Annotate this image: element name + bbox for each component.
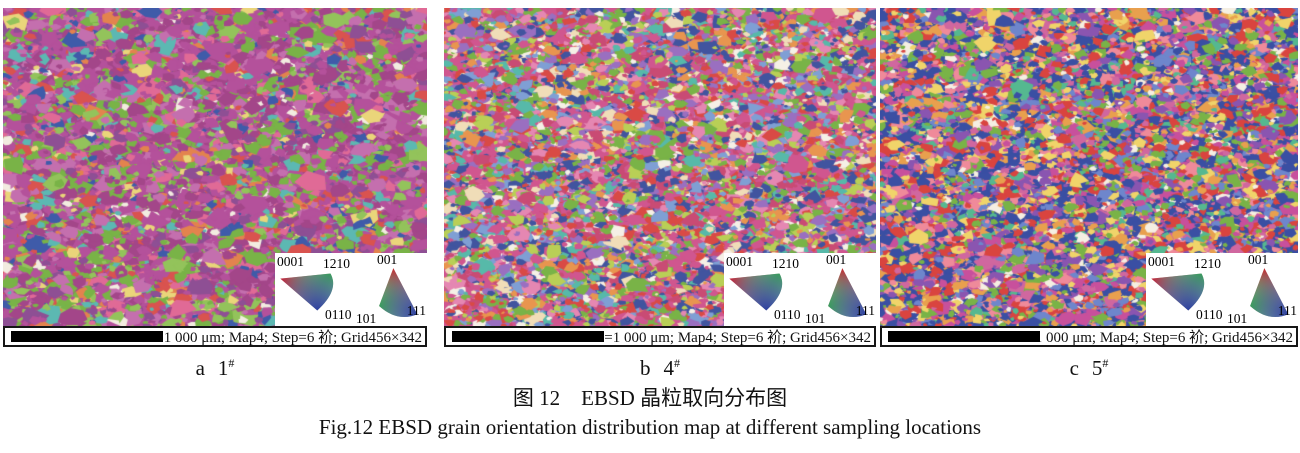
ipf-label-001: 001: [1248, 252, 1269, 267]
ipf-legend-a: 0001 1210 0110 001 101 111: [275, 253, 427, 326]
scale-bar-a: =1 000 μm; Map4; Step=6 衸; Grid456×342: [3, 326, 427, 347]
scale-bar-b: =1 000 μm; Map4; Step=6 衸; Grid456×342: [444, 326, 876, 347]
cubic-ipf-triangle-icon: [379, 268, 418, 318]
ipf-legend-c: 0001 1210 0110 001 101 111: [1146, 253, 1298, 326]
hexagonal-ipf-triangle-icon: [729, 273, 783, 311]
ipf-label-0110: 0110: [1196, 307, 1223, 322]
ipf-cubic-key: 001 101 111: [1224, 253, 1298, 326]
figure-caption: 图 12 EBSD 晶粒取向分布图 Fig.12 EBSD grain orie…: [0, 384, 1300, 442]
ipf-cubic-key: 001 101 111: [353, 253, 427, 326]
cubic-ipf-triangle-icon: [1250, 268, 1289, 318]
ipf-label-0001: 0001: [277, 254, 304, 269]
ipf-label-111: 111: [855, 303, 875, 318]
panel-label-b: b 4#: [640, 356, 680, 380]
ipf-label-0001: 0001: [1148, 254, 1175, 269]
ebsd-panel-b: 0001 1210 0110 001 101 111: [444, 8, 876, 381]
ipf-label-0001: 0001: [726, 254, 753, 269]
ipf-label-111: 111: [1277, 303, 1297, 318]
cubic-ipf-triangle-icon: [828, 268, 867, 318]
ipf-label-1210: 1210: [323, 256, 350, 271]
ipf-label-0110: 0110: [774, 307, 801, 322]
ipf-label-1210: 1210: [772, 256, 799, 271]
ipf-label-111: 111: [406, 303, 426, 318]
scale-bar-text: =1 000 μm; Map4; Step=6 衸; Grid456×342: [1026, 330, 1293, 346]
ipf-cubic-key: 001 101 111: [802, 253, 876, 326]
panel-label-a: a 1#: [195, 356, 235, 380]
grain-map-c: 0001 1210 0110 001 101 111: [880, 8, 1298, 326]
scale-bar-text: =1 000 μm; Map4; Step=6 衸; Grid456×342: [155, 330, 422, 346]
scale-bar-text: =1 000 μm; Map4; Step=6 衸; Grid456×342: [604, 330, 871, 346]
ipf-label-001: 001: [377, 252, 398, 267]
grain-map-a: 0001 1210 0110 001 101 111: [3, 8, 427, 326]
ipf-label-0110: 0110: [325, 307, 352, 322]
panel-label-c: c 5#: [1069, 356, 1109, 380]
ipf-legend-b: 0001 1210 0110 001 101 111: [724, 253, 876, 326]
hexagonal-ipf-triangle-icon: [280, 273, 334, 311]
scale-bar-rect: [888, 331, 1040, 342]
ipf-label-001: 001: [826, 252, 847, 267]
ipf-label-101: 101: [356, 311, 377, 326]
ipf-label-101: 101: [1227, 311, 1248, 326]
ipf-label-1210: 1210: [1194, 256, 1221, 271]
scale-bar-rect: [11, 331, 163, 342]
ipf-hexagonal-key: 0001 1210 0110: [275, 253, 353, 326]
grain-map-b: 0001 1210 0110 001 101 111: [444, 8, 876, 326]
scale-bar-c: =1 000 μm; Map4; Step=6 衸; Grid456×342: [880, 326, 1298, 347]
ipf-hexagonal-key: 0001 1210 0110: [1146, 253, 1224, 326]
ebsd-panel-a: 0001 1210 0110 001 101 111: [3, 8, 427, 381]
ebsd-panel-c: 0001 1210 0110 001 101 111: [880, 8, 1298, 381]
caption-english: Fig.12 EBSD grain orientation distributi…: [318, 415, 982, 439]
ipf-label-101: 101: [805, 311, 826, 326]
hexagonal-ipf-triangle-icon: [1151, 273, 1205, 311]
ipf-hexagonal-key: 0001 1210 0110: [724, 253, 802, 326]
scale-bar-rect: [452, 331, 604, 342]
caption-chinese: 图 12 EBSD 晶粒取向分布图: [512, 386, 788, 410]
